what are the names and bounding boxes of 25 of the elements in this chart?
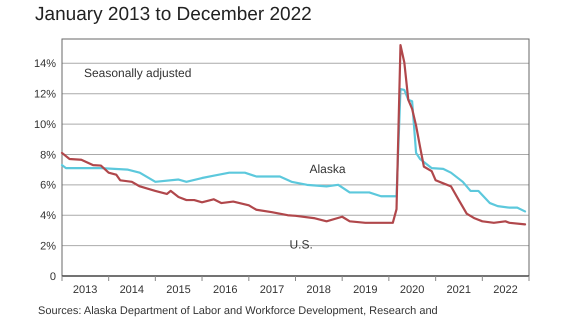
x-tick-label: 2018 [306, 284, 331, 296]
y-tick-label: 10% [34, 118, 56, 131]
y-tick-label: 14% [34, 58, 56, 70]
x-tick-label: 2014 [120, 284, 144, 296]
annotation: Seasonally adjusted [84, 66, 192, 80]
x-tick-label: 2019 [353, 284, 378, 296]
y-tick-label: 2% [40, 240, 56, 252]
x-tick-label: 2016 [213, 284, 238, 296]
chart-title: January 2013 to December 2022 [35, 4, 312, 25]
y-tick-label: 12% [34, 88, 56, 101]
y-tick-label: 8% [40, 149, 56, 162]
line-series [60, 44, 526, 226]
line-series [60, 88, 526, 213]
y-tick-label: 0 [50, 270, 56, 283]
x-tick-label: 2013 [72, 284, 98, 296]
x-tick-label: 2020 [400, 284, 424, 296]
series-label: U.S. [290, 237, 313, 252]
x-tick-label: 2017 [260, 284, 284, 296]
y-tick-label: 4% [40, 210, 56, 222]
series-label: Alaska [310, 162, 346, 176]
y-tick-label: 6% [40, 180, 56, 192]
x-tick-label: 2022 [493, 284, 518, 296]
source-note: Sources: Alaska Department of Labor and Workforce Development, Research and [38, 305, 438, 317]
x-tick-label: 2015 [166, 284, 191, 296]
x-tick-label: 2021 [446, 284, 472, 296]
